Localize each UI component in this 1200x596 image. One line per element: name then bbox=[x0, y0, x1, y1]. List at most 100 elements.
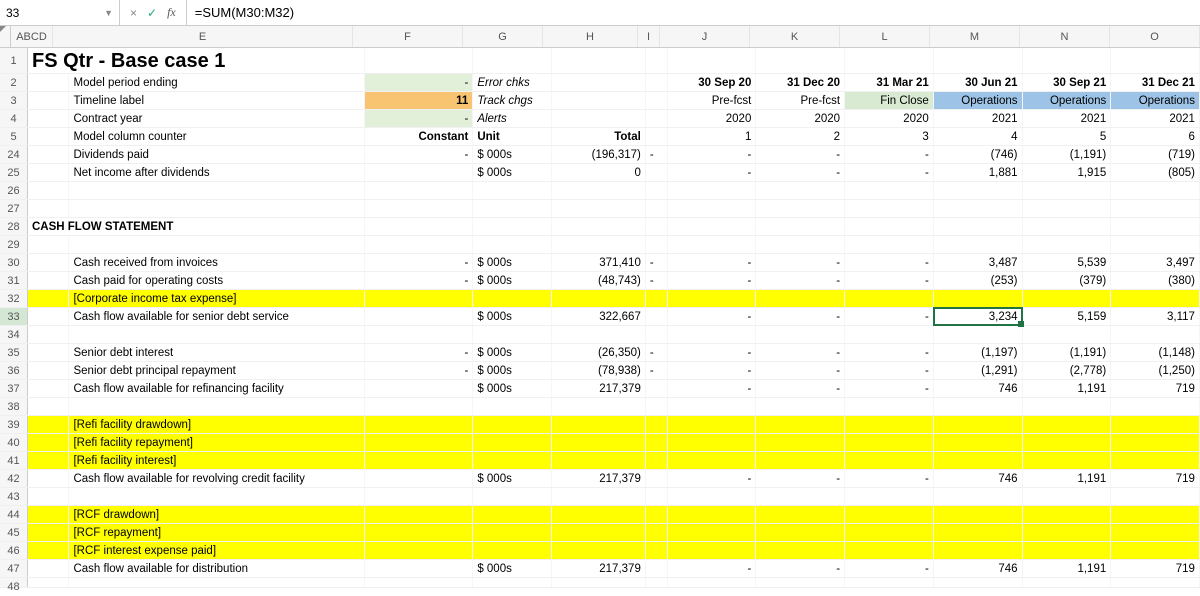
cell-G-26[interactable] bbox=[473, 182, 552, 199]
cell-E-34[interactable] bbox=[69, 326, 364, 343]
cell-J-4[interactable]: 2020 bbox=[668, 110, 757, 127]
cell-G-33[interactable]: $ 000s bbox=[473, 308, 552, 325]
cell-E-32[interactable]: [Corporate income tax expense] bbox=[69, 290, 364, 307]
cell-J-28[interactable] bbox=[668, 218, 757, 235]
cell-L-26[interactable] bbox=[845, 182, 934, 199]
cell-F-5[interactable]: Constant bbox=[365, 128, 473, 145]
cell-I-24[interactable]: - bbox=[646, 146, 668, 163]
cell-F-42[interactable] bbox=[365, 470, 473, 487]
cell-M-40[interactable] bbox=[934, 434, 1023, 451]
cell-K-32[interactable] bbox=[756, 290, 845, 307]
accept-icon[interactable]: ✓ bbox=[147, 6, 157, 20]
cell-F-3[interactable]: 11 bbox=[365, 92, 473, 109]
cell-G-27[interactable] bbox=[473, 200, 552, 217]
cell-L-31[interactable]: - bbox=[845, 272, 934, 289]
cell-J-30[interactable]: - bbox=[668, 254, 757, 271]
cell-N-42[interactable]: 1,191 bbox=[1023, 470, 1112, 487]
cell-ABCD-45[interactable] bbox=[28, 524, 69, 541]
cell-K-4[interactable]: 2020 bbox=[756, 110, 845, 127]
cell-K-24[interactable]: - bbox=[756, 146, 845, 163]
cell-G-36[interactable]: $ 000s bbox=[473, 362, 552, 379]
cell-O-46[interactable] bbox=[1111, 542, 1200, 559]
cell-H-2[interactable] bbox=[552, 74, 646, 91]
cell-J-26[interactable] bbox=[668, 182, 757, 199]
cell-O-35[interactable]: (1,148) bbox=[1111, 344, 1200, 361]
row-header-2[interactable]: 2 bbox=[0, 74, 28, 91]
cell-F-31[interactable]: - bbox=[365, 272, 473, 289]
cell-F-1[interactable] bbox=[365, 48, 473, 73]
cell-G-46[interactable] bbox=[473, 542, 552, 559]
cell-H-3[interactable] bbox=[552, 92, 646, 109]
cell-I-34[interactable] bbox=[646, 326, 668, 343]
cell-L-29[interactable] bbox=[845, 236, 934, 253]
cell-I-3[interactable] bbox=[646, 92, 668, 109]
cell-G-29[interactable] bbox=[473, 236, 552, 253]
cell-J-47[interactable]: - bbox=[668, 560, 757, 577]
cell-ABCD-42[interactable] bbox=[28, 470, 69, 487]
cell-E-46[interactable]: [RCF interest expense paid] bbox=[69, 542, 364, 559]
cell-O-33[interactable]: 3,117 bbox=[1111, 308, 1200, 325]
cell-J-5[interactable]: 1 bbox=[668, 128, 757, 145]
cell-E-40[interactable]: [Refi facility repayment] bbox=[69, 434, 364, 451]
cell-N-25[interactable]: 1,915 bbox=[1023, 164, 1112, 181]
cell-E-30[interactable]: Cash received from invoices bbox=[69, 254, 364, 271]
cell-J-45[interactable] bbox=[668, 524, 757, 541]
cell-ABCD-34[interactable] bbox=[28, 326, 69, 343]
cell-H-5[interactable]: Total bbox=[552, 128, 646, 145]
cell-M-5[interactable]: 4 bbox=[934, 128, 1023, 145]
cell-M-37[interactable]: 746 bbox=[934, 380, 1023, 397]
column-header-K[interactable]: K bbox=[750, 26, 840, 47]
cell-L-43[interactable] bbox=[845, 488, 934, 505]
cell-F-24[interactable]: - bbox=[365, 146, 473, 163]
cell-H-4[interactable] bbox=[552, 110, 646, 127]
cell-J-27[interactable] bbox=[668, 200, 757, 217]
cell-N-1[interactable] bbox=[1023, 48, 1112, 73]
cell-I-43[interactable] bbox=[646, 488, 668, 505]
cell-M-30[interactable]: 3,487 bbox=[934, 254, 1023, 271]
cell-M-43[interactable] bbox=[934, 488, 1023, 505]
cell-I-26[interactable] bbox=[646, 182, 668, 199]
cell-K-36[interactable]: - bbox=[756, 362, 845, 379]
cell-E-44[interactable]: [RCF drawdown] bbox=[69, 506, 364, 523]
cell-E-24[interactable]: Dividends paid bbox=[69, 146, 364, 163]
cell-N-33[interactable]: 5,159 bbox=[1023, 308, 1112, 325]
cell-E-33[interactable]: Cash flow available for senior debt serv… bbox=[69, 308, 364, 325]
column-header-H[interactable]: H bbox=[543, 26, 638, 47]
cell-ABCD-39[interactable] bbox=[28, 416, 69, 433]
cell-N-47[interactable]: 1,191 bbox=[1023, 560, 1112, 577]
cell-F-29[interactable] bbox=[365, 236, 473, 253]
cell-L-28[interactable] bbox=[845, 218, 934, 235]
cell-H-31[interactable]: (48,743) bbox=[552, 272, 646, 289]
cell-L-46[interactable] bbox=[845, 542, 934, 559]
cell-O-3[interactable]: Operations bbox=[1111, 92, 1200, 109]
cell-H-24[interactable]: (196,317) bbox=[552, 146, 646, 163]
cell-M-27[interactable] bbox=[934, 200, 1023, 217]
cell-K-30[interactable]: - bbox=[756, 254, 845, 271]
cell-K-46[interactable] bbox=[756, 542, 845, 559]
cell-H-1[interactable] bbox=[552, 48, 646, 73]
row-header-27[interactable]: 27 bbox=[0, 200, 28, 217]
row-header-30[interactable]: 30 bbox=[0, 254, 28, 271]
cell-O-36[interactable]: (1,250) bbox=[1111, 362, 1200, 379]
cell-ABCD-40[interactable] bbox=[28, 434, 69, 451]
cell-K-25[interactable]: - bbox=[756, 164, 845, 181]
row-header-41[interactable]: 41 bbox=[0, 452, 28, 469]
cell-J-24[interactable]: - bbox=[668, 146, 757, 163]
column-header-I[interactable]: I bbox=[638, 26, 660, 47]
cell-L-1[interactable] bbox=[845, 48, 934, 73]
cell-F-43[interactable] bbox=[365, 488, 473, 505]
cell-N-27[interactable] bbox=[1023, 200, 1112, 217]
cell-F-38[interactable] bbox=[365, 398, 473, 415]
cell-J-31[interactable]: - bbox=[668, 272, 757, 289]
cell-L-47[interactable]: - bbox=[845, 560, 934, 577]
cell-I-37[interactable] bbox=[646, 380, 668, 397]
cell-M-35[interactable]: (1,197) bbox=[934, 344, 1023, 361]
cell-H-26[interactable] bbox=[552, 182, 646, 199]
cell-M-29[interactable] bbox=[934, 236, 1023, 253]
cancel-icon[interactable]: × bbox=[130, 6, 137, 20]
cell-J-38[interactable] bbox=[668, 398, 757, 415]
cell-N-37[interactable]: 1,191 bbox=[1023, 380, 1112, 397]
row-header-39[interactable]: 39 bbox=[0, 416, 28, 433]
cell-K-42[interactable]: - bbox=[756, 470, 845, 487]
cell-F-30[interactable]: - bbox=[365, 254, 473, 271]
